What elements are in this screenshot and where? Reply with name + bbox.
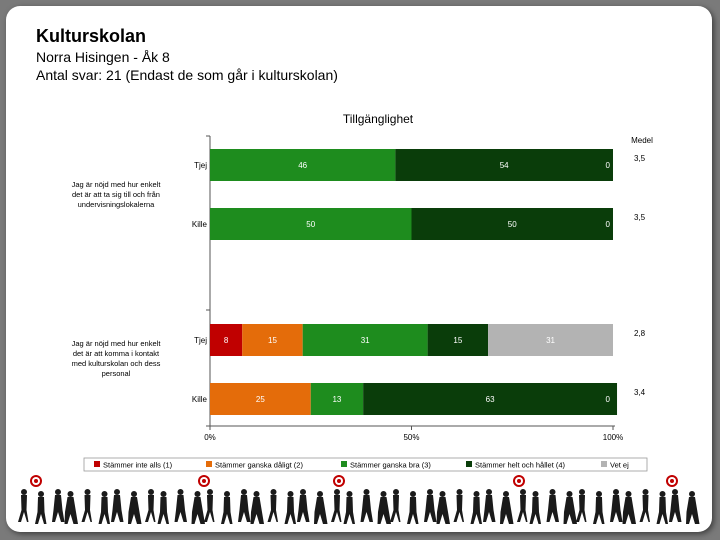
bar-segment-r2-s0 [210, 324, 243, 356]
question-label-1-line-3: personal [102, 369, 131, 378]
bar-value-r2-s4: 31 [546, 336, 555, 345]
group-label-2: Tjej [194, 336, 207, 345]
bar-end-zero-r0: 0 [606, 161, 611, 170]
bar-value-r0-s2: 46 [298, 161, 307, 170]
bar-value-r2-s3: 15 [453, 336, 462, 345]
bar-segment-r2-s1 [242, 324, 303, 356]
bar-segment-r3-s1 [210, 383, 311, 415]
question-label-1-line-2: med kulturskolan och dess [72, 359, 161, 368]
legend-swatch-2 [341, 461, 347, 467]
x-tick-label-2: 100% [603, 433, 623, 442]
legend-label-3: Stämmer helt och hållet (4) [475, 461, 566, 470]
bar-value-r2-s2: 31 [361, 336, 370, 345]
mean-header: Medel [631, 136, 653, 145]
group-label-1: Kille [192, 220, 208, 229]
bar-segment-r0-s2 [210, 149, 396, 181]
legend-swatch-4 [601, 461, 607, 467]
mean-value-0: 3,5 [634, 154, 646, 163]
group-label-3: Kille [192, 395, 208, 404]
chart-title: Tillgänglighet [343, 112, 414, 126]
bar-segment-r1-s2 [210, 208, 412, 240]
bar-segment-r2-s2 [302, 324, 428, 356]
question-label-1-line-1: det är att komma i kontakt [73, 349, 160, 358]
bar-value-r1-s2: 50 [306, 220, 315, 229]
x-tick-label-0: 0% [204, 433, 216, 442]
legend-swatch-1 [206, 461, 212, 467]
x-tick-label-1: 50% [403, 433, 419, 442]
bar-value-r3-s3: 63 [486, 395, 495, 404]
bar-value-r0-s3: 54 [500, 161, 509, 170]
legend-label-4: Vet ej [610, 461, 629, 470]
slide: Kulturskolan Norra Hisingen - Åk 8 Antal… [6, 6, 712, 532]
bar-segment-r2-s4 [488, 324, 613, 356]
page-title: Kulturskolan [36, 26, 147, 46]
bar-segment-r2-s3 [427, 324, 489, 356]
bar-value-r2-s1: 15 [268, 336, 277, 345]
legend-box [83, 457, 648, 472]
legend-label-0: Stämmer inte alls (1) [103, 461, 173, 470]
legend-swatch-0 [94, 461, 100, 467]
bar-end-zero-r3: 0 [606, 395, 611, 404]
bar-segment-r3-s2 [310, 383, 364, 415]
page-subtitle: Norra Hisingen - Åk 8 [36, 49, 170, 65]
mean-value-2: 2,8 [634, 329, 646, 338]
legend-label-1: Stämmer ganska dåligt (2) [215, 461, 303, 470]
bar-end-zero-r1: 0 [606, 220, 611, 229]
mean-value-3: 3,4 [634, 388, 646, 397]
group-label-0: Tjej [194, 161, 207, 170]
question-label-0-line-2: undervisningslokalerna [78, 200, 156, 209]
bar-segment-r0-s3 [395, 149, 613, 181]
stacked-bar-chart: Tillgänglighet Medel 0% 50% 100% Jag är nöjd … [72, 112, 653, 472]
question-label-0-line-0: Jag är nöjd med hur enkelt [72, 180, 162, 189]
bar-segment-r3-s3 [363, 383, 618, 415]
bar-value-r2-s0: 8 [224, 336, 229, 345]
question-label-1-line-0: Jag är nöjd med hur enkelt [72, 339, 162, 348]
mean-value-1: 3,5 [634, 213, 646, 222]
footer-silhouettes [18, 475, 700, 524]
bar-segment-r1-s3 [411, 208, 613, 240]
legend-swatch-3 [466, 461, 472, 467]
response-count: Antal svar: 21 (Endast de som går i kult… [36, 67, 338, 83]
question-label-0-line-1: det är att ta sig till och från [72, 190, 160, 199]
bar-value-r1-s3: 50 [508, 220, 517, 229]
legend-label-2: Stämmer ganska bra (3) [350, 461, 431, 470]
bar-value-r3-s2: 13 [332, 395, 341, 404]
bar-value-r3-s1: 25 [256, 395, 265, 404]
